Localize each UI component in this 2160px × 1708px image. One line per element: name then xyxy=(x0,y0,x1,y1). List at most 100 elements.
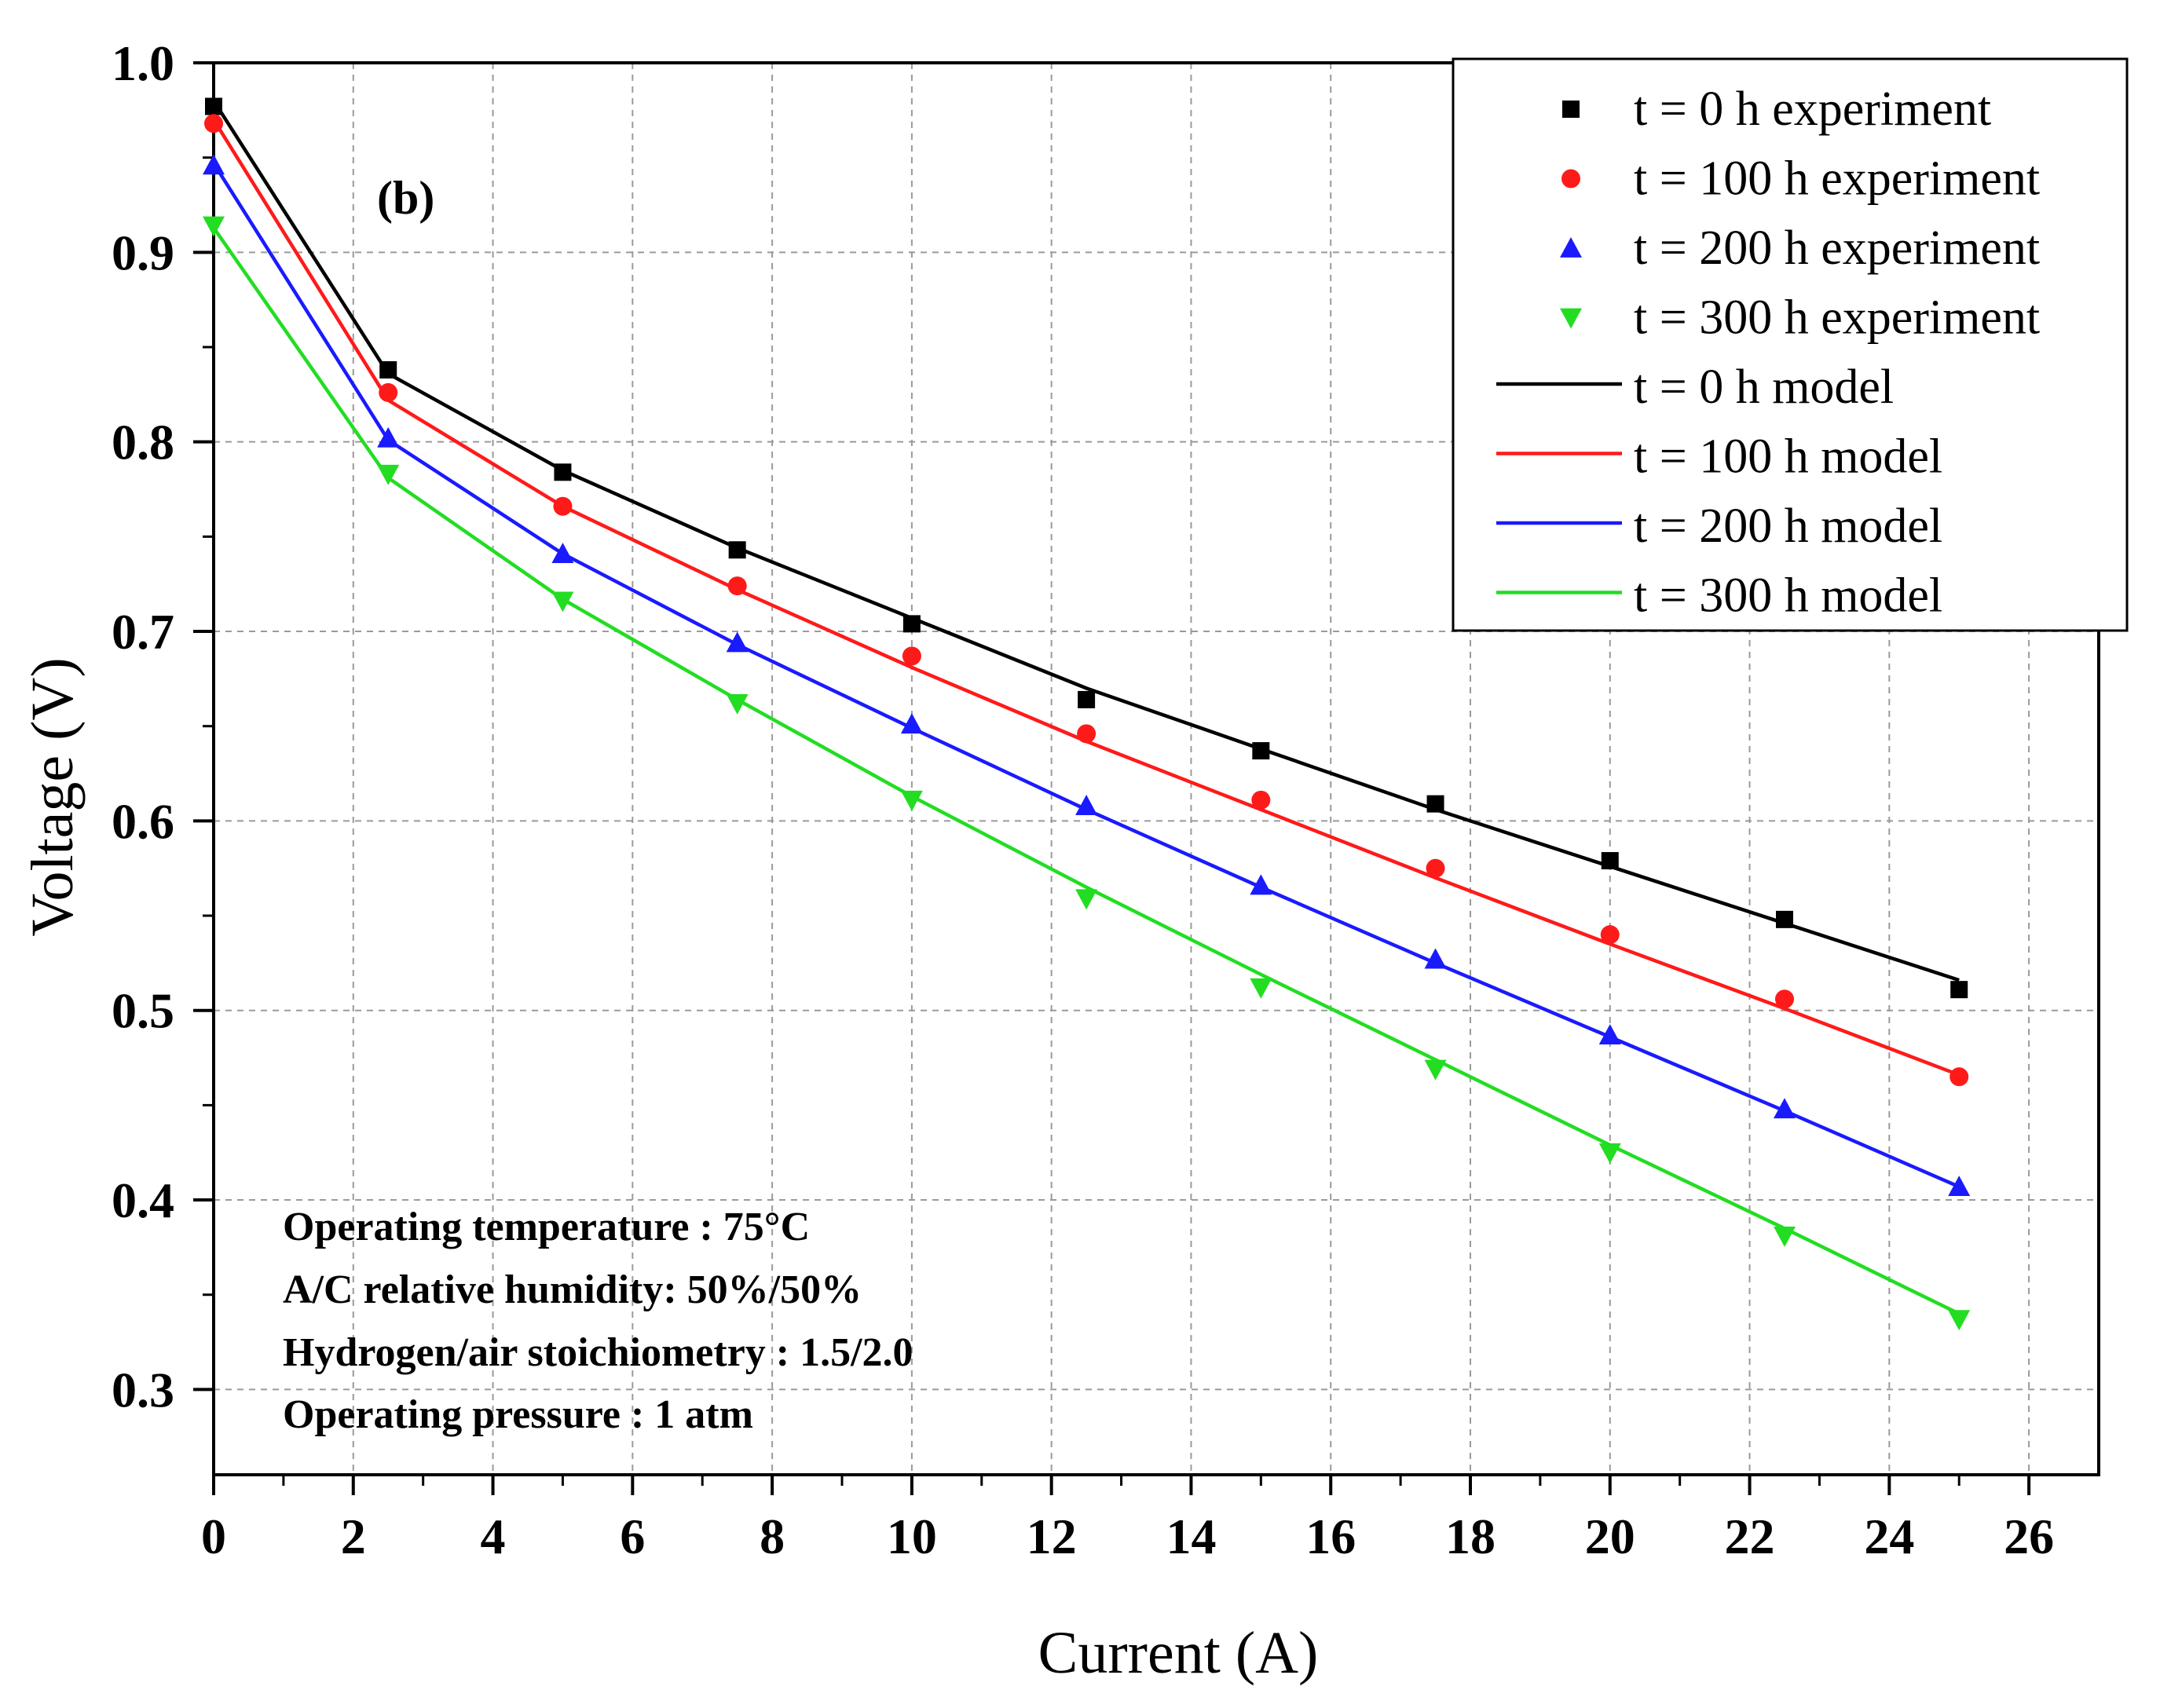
y-tick-label: 0.8 xyxy=(112,415,174,470)
legend-entry: t = 200 h model xyxy=(1496,499,1942,553)
data-point xyxy=(551,543,574,563)
data-point xyxy=(728,541,746,559)
note-line: Operating temperature : 75°C xyxy=(283,1205,810,1249)
data-point xyxy=(1598,1143,1621,1164)
y-tick-label: 0.5 xyxy=(112,983,174,1039)
x-tick-label: 4 xyxy=(481,1509,506,1564)
data-point xyxy=(204,114,223,133)
legend-label: t = 0 h model xyxy=(1634,360,1894,414)
y-tick-label: 0.9 xyxy=(112,225,174,280)
legend-label: t = 300 h experiment xyxy=(1634,291,2040,345)
legend-entry: t = 100 h experiment xyxy=(1561,152,2040,206)
model-line xyxy=(212,226,1960,1315)
note-line: Hydrogen/air stoichiometry : 1.5/2.0 xyxy=(283,1330,913,1375)
data-point xyxy=(1252,742,1270,760)
panel-label: (b) xyxy=(377,172,434,224)
x-tick-label: 10 xyxy=(887,1509,937,1564)
legend-entry: t = 0 h model xyxy=(1496,360,1894,414)
data-point xyxy=(1775,989,1794,1009)
data-point xyxy=(727,576,747,596)
legend: t = 0 h experiment t = 100 h experiment t … xyxy=(1452,57,2129,632)
data-point xyxy=(379,382,398,402)
series-experiment-points xyxy=(204,114,1969,1087)
data-point xyxy=(1077,724,1096,744)
legend-entry: t = 100 h model xyxy=(1496,430,1942,484)
legend-box xyxy=(1452,57,2129,632)
legend-symbol xyxy=(1562,101,1580,118)
data-point xyxy=(1250,978,1272,999)
x-tick-label: 16 xyxy=(1305,1509,1356,1564)
data-point xyxy=(1078,690,1096,708)
data-point xyxy=(900,713,923,734)
data-point xyxy=(554,463,572,481)
data-point xyxy=(902,615,921,633)
legend-entry: t = 300 h experiment xyxy=(1560,291,2040,345)
data-point xyxy=(1950,981,1968,999)
x-tick-label: 0 xyxy=(201,1509,226,1564)
legend-label: t = 200 h model xyxy=(1634,499,1942,553)
data-point xyxy=(1601,852,1619,870)
series-experiment-points xyxy=(203,154,1971,1197)
conditions-note: Operating temperature : 75°C A/C relativ… xyxy=(283,1205,913,1437)
y-tick-label: 0.4 xyxy=(112,1172,174,1228)
data-point xyxy=(203,154,225,175)
data-point xyxy=(1075,795,1098,815)
legend-label: t = 100 h experiment xyxy=(1634,152,2040,206)
data-point xyxy=(379,360,397,379)
series-model-line xyxy=(212,100,1960,982)
data-point xyxy=(1426,858,1445,878)
series-experiment-points xyxy=(205,97,1968,999)
series-model-line xyxy=(212,226,1960,1315)
legend-label: t = 300 h model xyxy=(1634,569,1942,623)
data-point xyxy=(1948,1310,1971,1331)
data-point xyxy=(377,426,400,448)
data-point xyxy=(553,496,573,516)
series xyxy=(203,97,1971,1331)
axis-ticks: 0 2 4 6 8 10 12 14 16 18 20 22 24 260.30.40.50.60.70.… xyxy=(112,35,2054,1564)
data-point xyxy=(1251,790,1271,810)
y-tick-label: 0.6 xyxy=(112,793,174,849)
x-tick-label: 2 xyxy=(341,1509,366,1564)
legend-label: t = 0 h experiment xyxy=(1634,82,1991,136)
legend-symbol xyxy=(1560,308,1582,329)
note-line: A/C relative humidity: 50%/50% xyxy=(283,1267,862,1312)
y-tick-label: 0.3 xyxy=(112,1362,174,1417)
x-tick-label: 12 xyxy=(1027,1509,1077,1564)
legend-entry: t = 200 h experiment xyxy=(1560,221,2040,275)
x-tick-label: 22 xyxy=(1725,1509,1775,1564)
data-point xyxy=(1776,910,1793,928)
data-point xyxy=(1774,1227,1796,1247)
x-tick-label: 24 xyxy=(1864,1509,1914,1564)
data-point xyxy=(1424,948,1447,969)
legend-symbol xyxy=(1560,237,1582,258)
legend-entry: t = 0 h experiment xyxy=(1562,82,1991,136)
data-point xyxy=(1424,1059,1447,1081)
x-tick-label: 8 xyxy=(760,1509,785,1564)
data-point xyxy=(900,790,923,811)
y-axis-label: Voltage (V) xyxy=(20,657,86,936)
x-tick-label: 18 xyxy=(1445,1509,1496,1564)
x-tick-label: 14 xyxy=(1166,1509,1216,1564)
data-point xyxy=(726,693,749,715)
data-point xyxy=(726,631,749,653)
data-point xyxy=(1774,1098,1796,1119)
legend-symbol xyxy=(1561,169,1580,188)
plot-frame xyxy=(212,61,2100,1476)
data-point xyxy=(1250,874,1272,895)
legend-entry: t = 300 h model xyxy=(1496,569,1942,623)
axes-frame xyxy=(212,61,2100,1476)
data-point xyxy=(1949,1067,1969,1087)
data-point xyxy=(377,464,400,485)
y-tick-label: 1.0 xyxy=(112,35,174,91)
model-line xyxy=(212,100,1960,982)
x-axis-label: Current (A) xyxy=(1038,1620,1319,1686)
data-point xyxy=(203,216,225,237)
data-point xyxy=(1600,925,1620,945)
data-point xyxy=(1598,1024,1621,1044)
note-line: Operating pressure : 1 atm xyxy=(283,1392,753,1437)
x-tick-label: 6 xyxy=(620,1509,645,1564)
data-point xyxy=(902,646,921,666)
data-point xyxy=(205,97,222,115)
